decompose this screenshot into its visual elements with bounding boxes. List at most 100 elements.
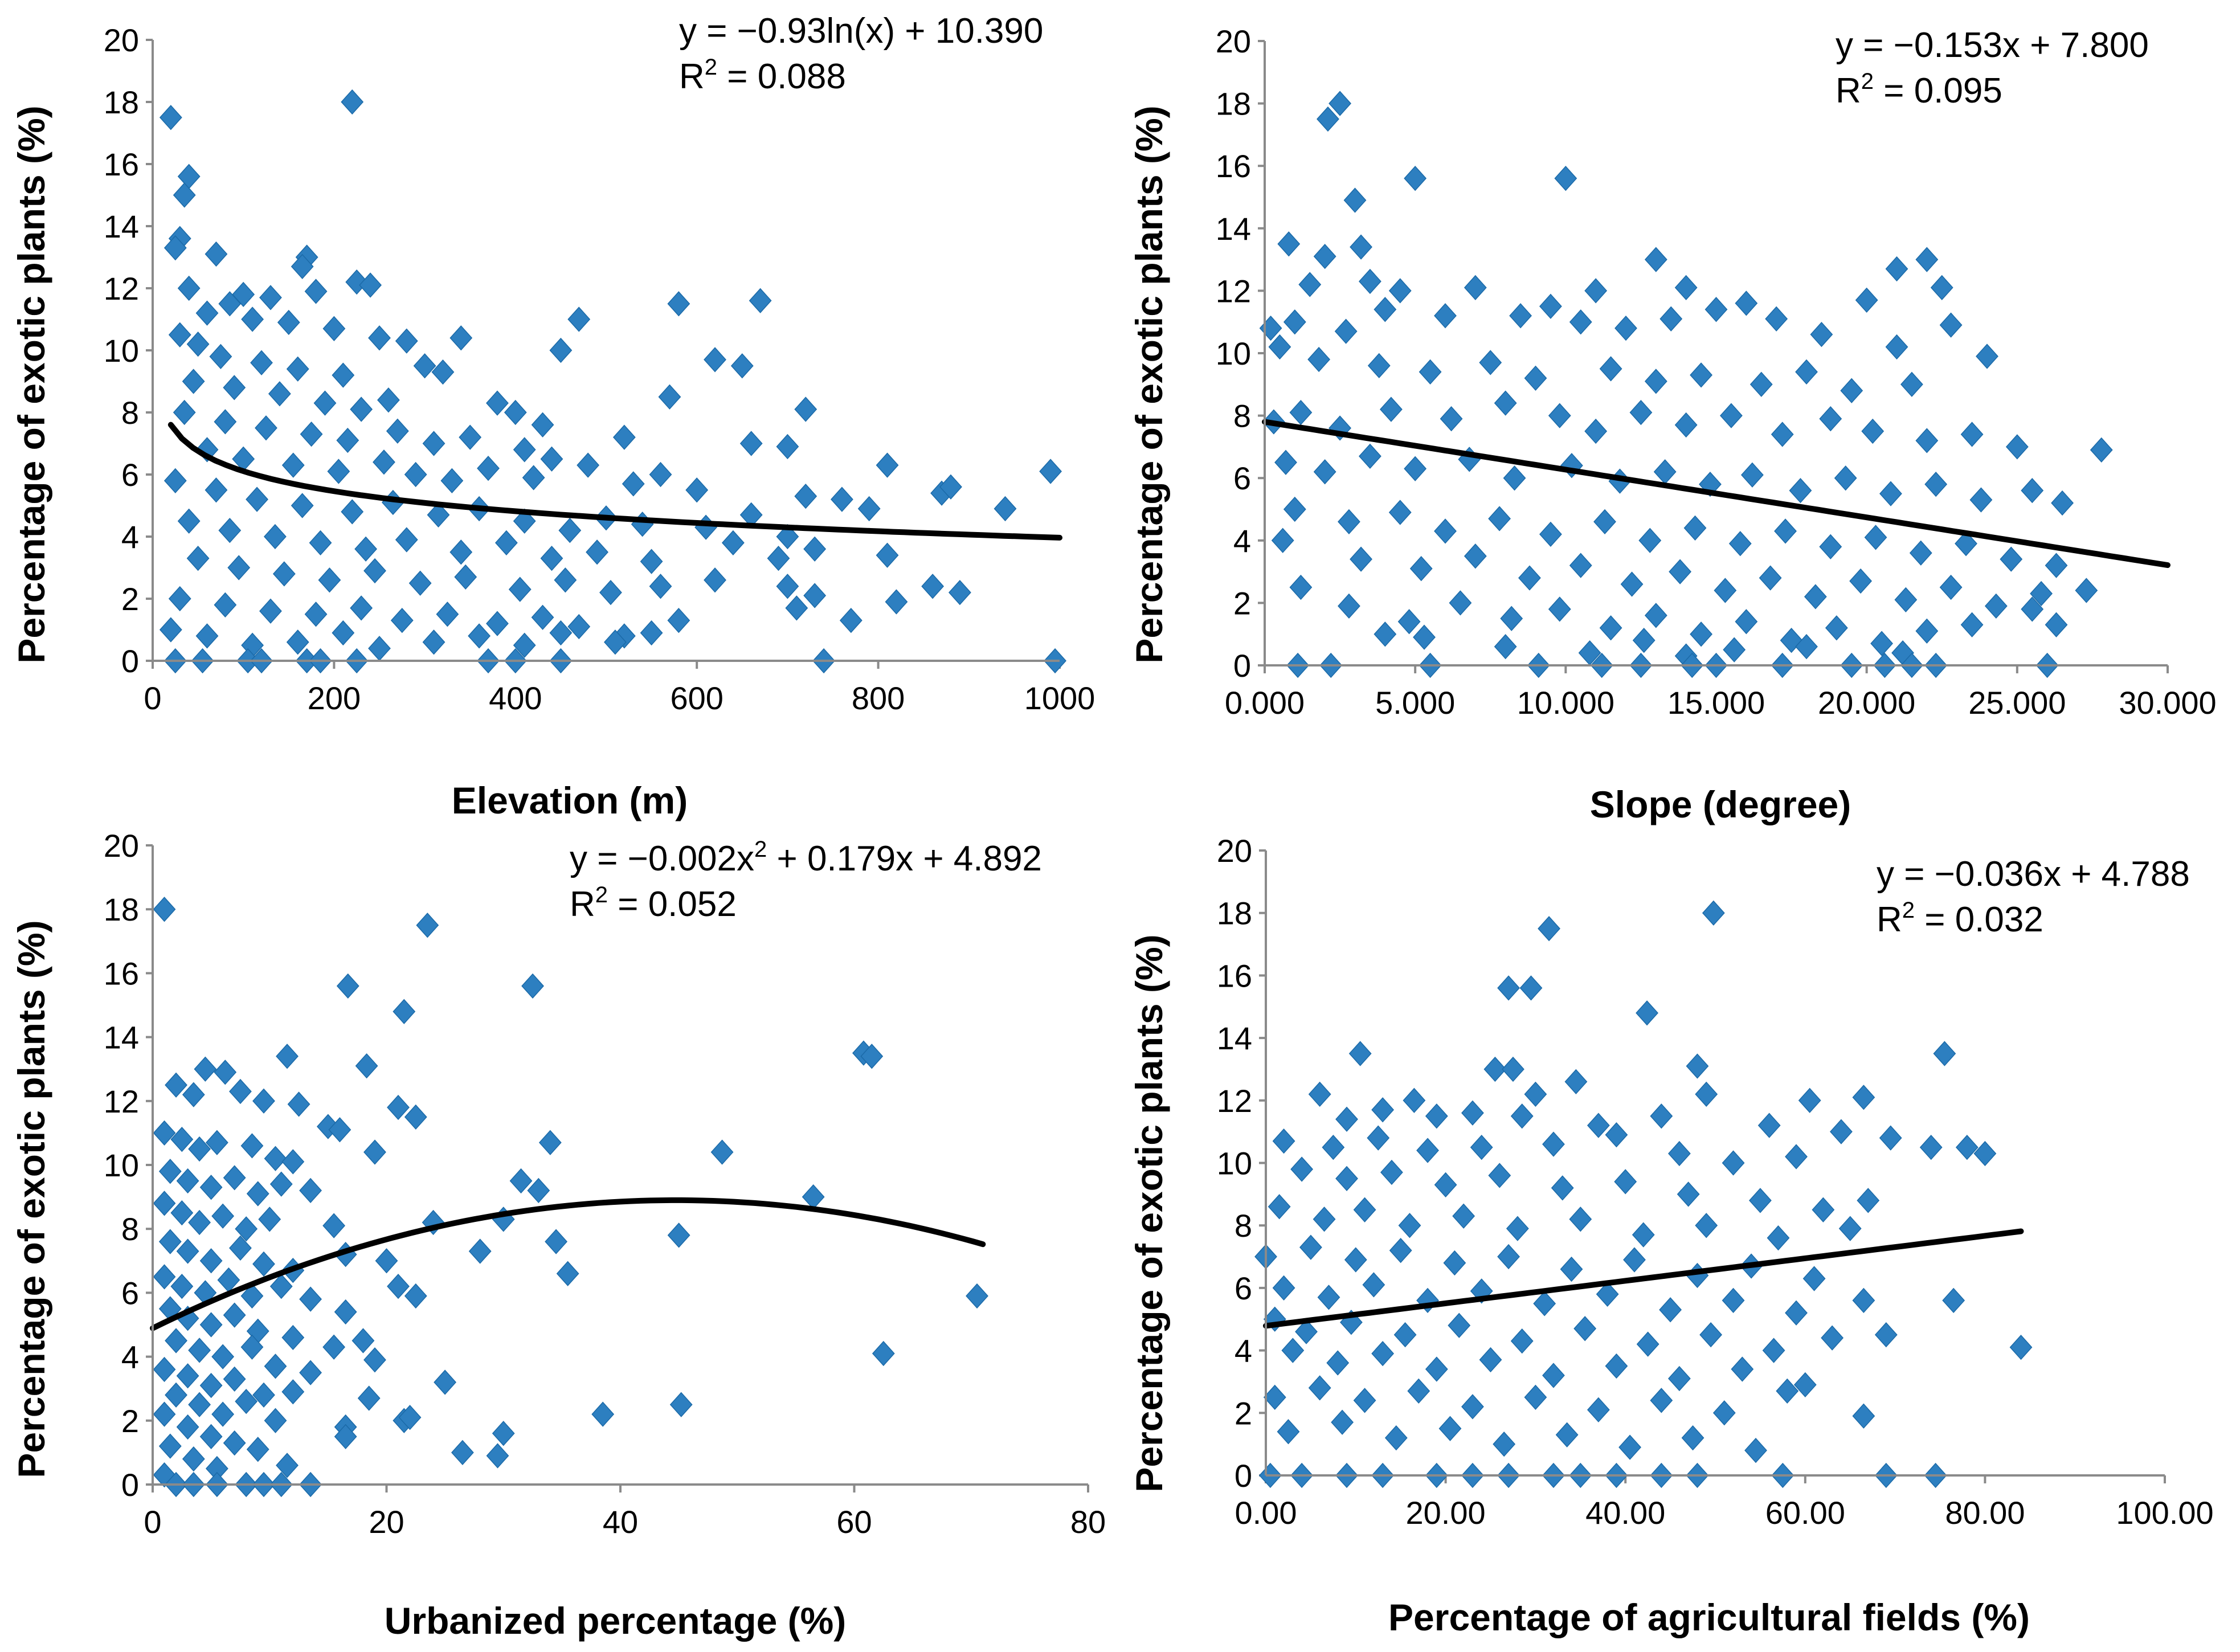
data-point [188,1136,211,1162]
data-point [168,322,191,347]
data-point [1695,1081,1718,1107]
data-point [398,1405,422,1430]
data-point [427,502,450,528]
data-point [1653,459,1677,485]
data-point [246,486,268,512]
data-point [1740,462,1764,488]
x-axis-ticks: 0 20 40 60 80 [144,1485,1106,1540]
y-tick-label: 12 [1217,1083,1252,1119]
data-point [269,1171,293,1197]
data-point [1277,231,1301,257]
trendline [1263,1228,2024,1329]
data-point [322,1213,346,1238]
data-point [1636,1000,1658,1026]
data-point [1584,278,1608,304]
x-axis-ticks: 0 200 400 600 800 1000 [144,661,1095,716]
data-point [229,1078,252,1105]
data-point [1894,587,1918,613]
data-point [1335,1106,1358,1132]
data-point [1413,624,1436,650]
data-point [1584,418,1608,444]
data-point [966,1283,988,1309]
data-point [1283,309,1306,335]
data-point [1443,1250,1466,1276]
data-point [556,1261,579,1286]
data-point [153,1264,176,1290]
data-point [803,536,827,562]
y-tick-label: 6 [1233,460,1251,496]
data-point [2005,434,2029,460]
y-tick-label: 20 [1216,23,1251,59]
data-point [1388,278,1412,304]
data-point [721,530,745,556]
x-tick-label: 60.00 [1765,1495,1845,1531]
x-tick-label: 80.00 [1945,1495,2025,1531]
data-point [1712,1400,1736,1426]
data-point [170,1274,194,1299]
data-point [281,1149,305,1175]
y-tick-label: 12 [104,271,139,306]
data-point [1461,1394,1484,1420]
data-point [264,1408,287,1433]
data-point [186,546,210,571]
data-point [667,1222,690,1248]
data-point [1834,465,1857,491]
y-tick-label: 10 [104,333,139,369]
data-point [354,536,378,562]
data-point [876,542,899,568]
data-point [1539,521,1562,547]
data-point [2009,1334,2033,1360]
data-point [1374,621,1397,647]
data-point [1870,631,1893,656]
data-point [395,328,418,354]
data-point [857,496,881,522]
data-point [373,449,395,475]
data-point [1819,406,1842,432]
data-point [2000,546,2023,572]
data-point [1479,350,1502,375]
y-tick-label: 18 [1216,86,1251,122]
data-point [199,1248,223,1274]
data-point [1298,272,1322,297]
x-tick-label: 25.000 [1968,685,2066,721]
data-point [1599,615,1622,641]
data-point [332,620,355,646]
data-point [1855,287,1878,313]
data-point [363,1139,386,1165]
data-point [1960,422,1984,447]
data-point [1909,540,1932,566]
data-point [1308,1081,1331,1107]
trend-equation: y = −0.002x2 + 0.179x + 4.892 [570,837,1042,878]
data-point [359,272,382,298]
data-point [334,1424,357,1449]
data-point [165,1072,187,1098]
data-point [327,459,350,484]
data-point [1821,1325,1844,1351]
data-point [1290,1156,1314,1182]
data-point [1524,1081,1547,1107]
data-point [387,1094,410,1121]
data-point [1389,1237,1412,1263]
data-point [1795,359,1818,385]
data-point [885,589,908,615]
axes [152,845,1088,1486]
data-point [1744,1437,1767,1463]
y-tick-label: 14 [104,208,139,244]
data-point [199,1424,223,1449]
data-point [1483,1056,1507,1082]
y-tick-label: 4 [1235,1333,1252,1369]
data-points [1254,900,2033,1489]
y-tick-label: 10 [104,1147,139,1183]
data-point [1765,306,1788,332]
data-point [1497,1244,1520,1270]
data-point [1593,509,1616,535]
r-squared-label: R2 = 0.095 [1836,69,2002,111]
x-axis-ticks: 0.000 5.000 10.000 15.000 20.000 25.000 30.000 [1225,665,2217,721]
data-point [749,288,772,313]
data-point [492,1421,515,1446]
data-point [211,1203,235,1229]
data-point [1852,1403,1875,1429]
data-point [404,1104,427,1130]
data-point [704,567,726,593]
x-tick-label: 0.000 [1225,685,1305,721]
